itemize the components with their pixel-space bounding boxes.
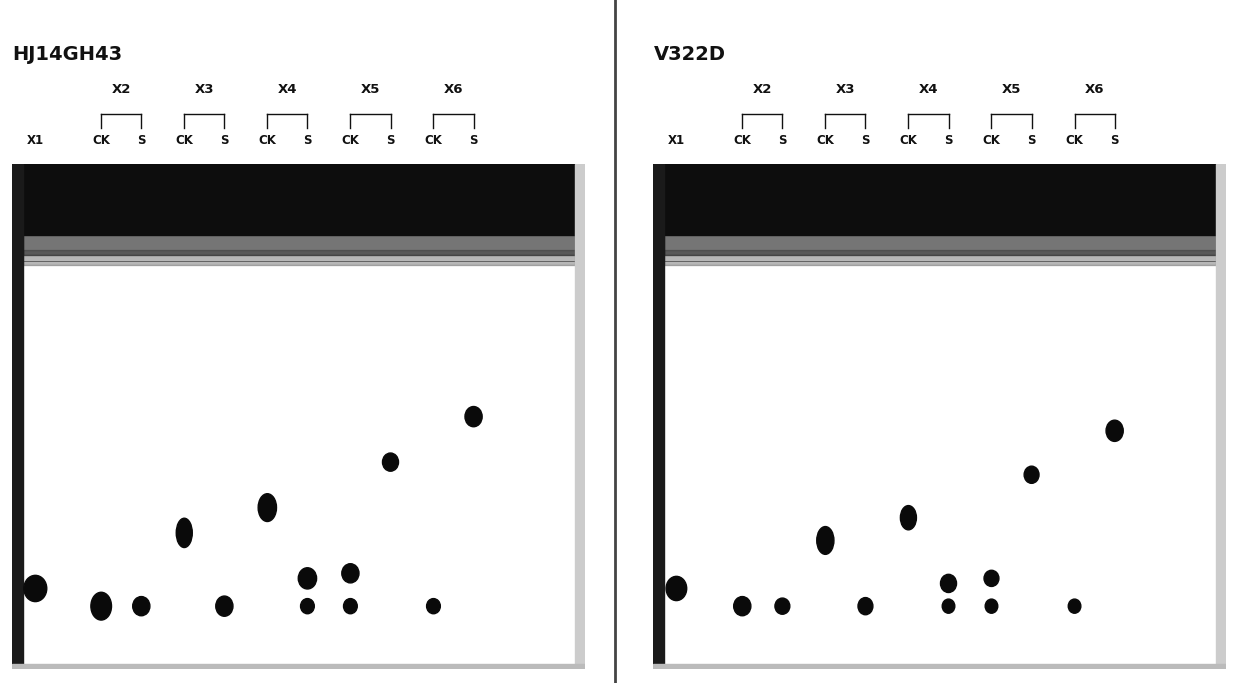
Ellipse shape — [1106, 420, 1123, 441]
Bar — [663, 250, 1216, 265]
Ellipse shape — [342, 563, 360, 583]
Text: V322D: V322D — [653, 44, 725, 64]
Text: S: S — [945, 133, 952, 147]
Text: CK: CK — [175, 133, 193, 147]
Text: X5: X5 — [361, 83, 381, 96]
Text: X6: X6 — [444, 83, 464, 96]
Ellipse shape — [216, 596, 233, 616]
Text: CK: CK — [92, 133, 110, 147]
Text: X3: X3 — [836, 83, 856, 96]
Text: S: S — [138, 133, 145, 147]
Ellipse shape — [300, 598, 314, 614]
Bar — [663, 225, 1216, 255]
Ellipse shape — [734, 596, 751, 616]
Text: X4: X4 — [278, 83, 298, 96]
Text: CK: CK — [733, 133, 751, 147]
Bar — [12, 164, 22, 669]
Text: CK: CK — [258, 133, 277, 147]
Text: X4: X4 — [919, 83, 939, 96]
Ellipse shape — [299, 568, 316, 589]
Ellipse shape — [1024, 466, 1039, 484]
Ellipse shape — [817, 527, 835, 555]
Ellipse shape — [1068, 599, 1081, 613]
Bar — [575, 164, 585, 669]
Text: S: S — [862, 133, 869, 147]
Ellipse shape — [985, 599, 998, 613]
Bar — [22, 250, 575, 265]
Text: S: S — [386, 133, 394, 147]
Text: HJ14GH43: HJ14GH43 — [12, 44, 123, 64]
Text: X3: X3 — [195, 83, 215, 96]
Text: X2: X2 — [112, 83, 131, 96]
Text: CK: CK — [982, 133, 1001, 147]
Text: S: S — [469, 133, 477, 147]
Ellipse shape — [258, 494, 277, 522]
Text: S: S — [1110, 133, 1118, 147]
Bar — [653, 665, 1226, 669]
Ellipse shape — [940, 574, 956, 593]
Text: S: S — [221, 133, 228, 147]
Text: S: S — [779, 133, 786, 147]
Ellipse shape — [24, 575, 47, 602]
Text: X6: X6 — [1085, 83, 1105, 96]
Ellipse shape — [91, 592, 112, 620]
Ellipse shape — [985, 570, 999, 587]
Ellipse shape — [382, 453, 398, 471]
Bar — [12, 164, 585, 235]
Text: CK: CK — [816, 133, 835, 147]
Text: CK: CK — [899, 133, 918, 147]
Ellipse shape — [343, 598, 357, 614]
Bar — [653, 164, 1226, 235]
Bar — [12, 665, 585, 669]
Text: S: S — [1027, 133, 1035, 147]
Text: CK: CK — [341, 133, 360, 147]
Ellipse shape — [427, 598, 440, 614]
Ellipse shape — [942, 599, 955, 613]
Text: X5: X5 — [1002, 83, 1022, 96]
Text: X2: X2 — [753, 83, 773, 96]
Text: CK: CK — [424, 133, 443, 147]
Text: X1: X1 — [668, 133, 684, 147]
Text: CK: CK — [1065, 133, 1084, 147]
Ellipse shape — [133, 596, 150, 616]
Ellipse shape — [900, 505, 916, 530]
Ellipse shape — [775, 598, 790, 614]
Text: S: S — [304, 133, 311, 147]
Bar — [653, 164, 663, 669]
Bar — [22, 225, 575, 255]
Bar — [1216, 164, 1226, 669]
Ellipse shape — [666, 576, 687, 600]
Text: X1: X1 — [27, 133, 43, 147]
Ellipse shape — [858, 598, 873, 615]
Ellipse shape — [465, 406, 482, 427]
Ellipse shape — [176, 518, 192, 548]
